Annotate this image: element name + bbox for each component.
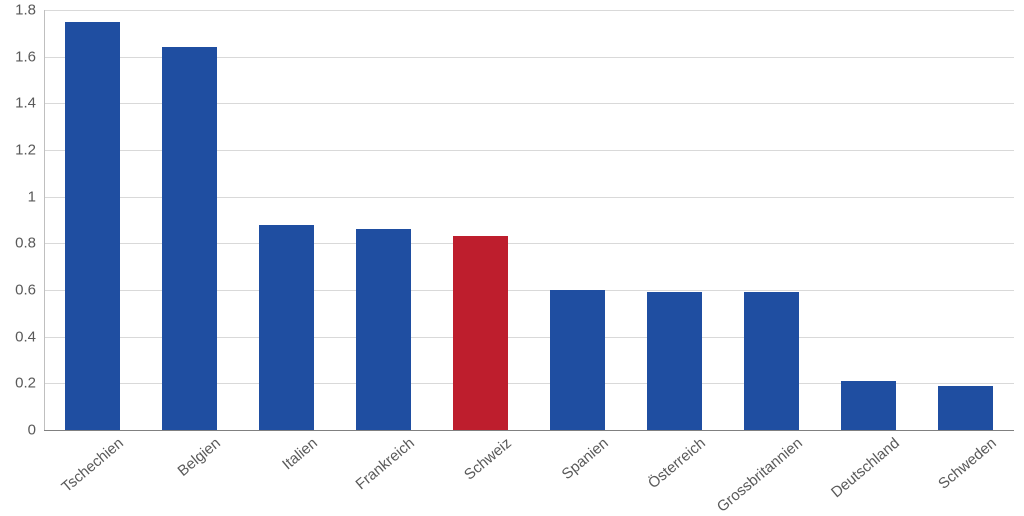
bar: [162, 47, 216, 430]
x-tick-label: Spanien: [554, 430, 611, 483]
bar: [841, 381, 895, 430]
y-tick-label: 0.8: [15, 235, 44, 252]
y-tick-label: 0.6: [15, 282, 44, 299]
y-tick-label: 0.4: [15, 328, 44, 345]
x-tick-label: Grossbritannien: [709, 430, 805, 516]
bar: [550, 290, 604, 430]
y-tick-label: 1.6: [15, 48, 44, 65]
y-tick-label: 1.4: [15, 95, 44, 112]
x-tick-label: Schweiz: [457, 430, 515, 484]
bar: [356, 229, 410, 430]
x-tick-label: Tschechien: [54, 430, 126, 496]
bar: [744, 292, 798, 430]
x-tick-label: Italien: [275, 430, 320, 473]
x-tick-label: Belgien: [170, 430, 223, 480]
y-axis-line: [44, 10, 45, 430]
bar: [259, 225, 313, 430]
bar-chart: 0 0.2 0.4 0.6 0.8 1 1.2 1.4 1.6 1.8 Tschechien Belg…: [0, 0, 1024, 512]
bar: [65, 22, 119, 430]
x-tick-label: Deutschland: [824, 430, 903, 501]
x-tick-label: Frankreich: [348, 430, 417, 493]
grid-line: [44, 10, 1014, 11]
y-tick-label: 1: [28, 188, 44, 205]
bar: [453, 236, 507, 430]
bar: [938, 386, 992, 430]
x-tick-label: Schweden: [931, 430, 999, 493]
x-tick-label: Österreich: [640, 430, 708, 492]
grid-line: [44, 430, 1014, 431]
y-tick-label: 0.2: [15, 375, 44, 392]
bar: [647, 292, 701, 430]
plot-area: 00.20.40.60.811.21.41.61.8TschechienBelg…: [44, 10, 1014, 430]
y-tick-label: 1.8: [15, 2, 44, 19]
y-tick-label: 0: [28, 422, 44, 439]
y-tick-label: 1.2: [15, 142, 44, 159]
